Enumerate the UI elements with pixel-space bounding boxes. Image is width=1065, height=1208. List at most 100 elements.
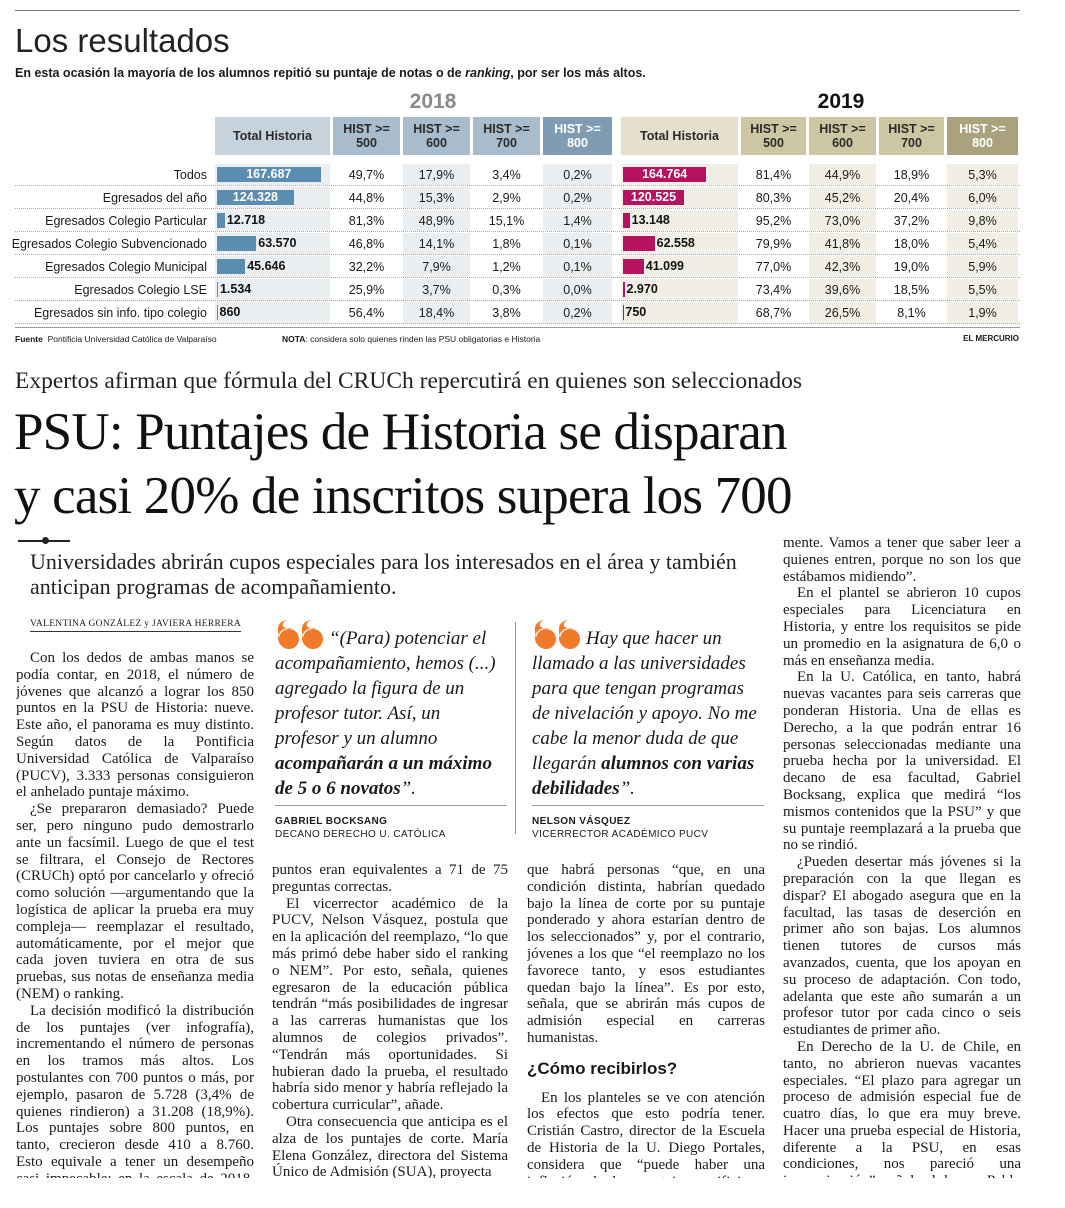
paragraph: En la U. Católica, en tanto, habrá nueva… bbox=[783, 669, 1021, 854]
pct-cell: 0,1% bbox=[543, 256, 612, 277]
column-header: HIST >= 600 bbox=[809, 117, 876, 155]
pct-cell: 1,4% bbox=[543, 210, 612, 231]
source-label: Fuente bbox=[15, 334, 43, 344]
cell-bg bbox=[215, 302, 330, 323]
pct-cell: 18,9% bbox=[879, 164, 944, 185]
pct-cell: 8,1% bbox=[879, 302, 944, 323]
bar-label: 41.099 bbox=[645, 259, 685, 273]
pct-cell: 5,4% bbox=[947, 233, 1018, 254]
pct-cell: 1,9% bbox=[947, 302, 1018, 323]
paragraph: En los planteles se ve con atención los … bbox=[527, 1089, 765, 1178]
pull-quote: “(Para) potenciar el acompañamiento, hem… bbox=[275, 626, 507, 801]
bar-label: 860 bbox=[219, 305, 241, 319]
quote-role: VICERRECTOR ACADÉMICO PUCV bbox=[532, 829, 709, 840]
column-header: HIST >= 800 bbox=[947, 117, 1018, 155]
pct-cell: 3,4% bbox=[473, 164, 540, 185]
table-rule bbox=[15, 327, 1020, 328]
row-label: Egresados Colegio LSE bbox=[74, 282, 207, 297]
pct-cell: 44,9% bbox=[809, 164, 876, 185]
quote-glyph bbox=[536, 629, 556, 649]
pct-cell: 6,0% bbox=[947, 187, 1018, 208]
quote-mark bbox=[534, 620, 580, 649]
subhead: ¿Cómo recibirlos? bbox=[527, 1058, 678, 1078]
bar-label: 12.718 bbox=[226, 213, 266, 227]
pct-cell: 95,2% bbox=[741, 210, 806, 231]
pct-cell: 1,2% bbox=[473, 256, 540, 277]
pct-cell: 19,0% bbox=[879, 256, 944, 277]
row-rule bbox=[15, 208, 1020, 209]
pct-cell: 0,2% bbox=[543, 302, 612, 323]
paragraph: ¿Pueden desertar más jóvenes si la prepa… bbox=[783, 854, 1021, 1039]
bar-label: 45.646 bbox=[247, 259, 286, 273]
pct-cell: 44,8% bbox=[333, 187, 400, 208]
paragraph: El vicerrector académico de la PUCV, Nel… bbox=[272, 895, 508, 1114]
infographic-title: Los resultados bbox=[15, 22, 230, 59]
cell-bg bbox=[621, 279, 738, 300]
pct-cell: 68,7% bbox=[741, 302, 806, 323]
pct-cell: 3,8% bbox=[473, 302, 540, 323]
paragraph: Otra consecuencia que anticipa es el alz… bbox=[272, 1113, 508, 1178]
pct-cell: 49,7% bbox=[333, 164, 400, 185]
quote-text: “(Para) potenciar el acompañamiento, hem… bbox=[275, 628, 496, 749]
pct-cell: 0,3% bbox=[473, 279, 540, 300]
quote-glyph bbox=[560, 629, 580, 649]
pct-cell: 18,5% bbox=[879, 279, 944, 300]
row-label: Egresados sin info. tipo colegio bbox=[33, 305, 207, 320]
quote-name: NELSON VÁSQUEZ bbox=[532, 816, 631, 827]
quote-mark bbox=[277, 620, 323, 649]
pct-cell: 41,8% bbox=[809, 233, 876, 254]
quote-glyph bbox=[279, 629, 299, 649]
pct-cell: 18,0% bbox=[879, 233, 944, 254]
year-label: 2019 bbox=[817, 90, 865, 113]
bar-label: 750 bbox=[625, 305, 647, 319]
infographic-subtitle: En esta ocasión la mayoría de los alumno… bbox=[15, 66, 646, 80]
bar bbox=[217, 259, 246, 274]
bar bbox=[217, 282, 218, 297]
row-label: Egresados Colegio Municipal bbox=[45, 259, 207, 274]
credit: EL MERCURIO bbox=[963, 334, 1019, 343]
bar bbox=[217, 236, 257, 251]
bar bbox=[623, 213, 630, 228]
pct-cell: 32,2% bbox=[333, 256, 400, 277]
column-header: HIST >= 500 bbox=[333, 117, 400, 155]
paragraph: mente. Vamos a tener que saber leer a qu… bbox=[783, 535, 1021, 585]
bar-label: 124.328 bbox=[232, 190, 278, 204]
quote-glyph bbox=[558, 620, 580, 649]
source: Fuente Pontificia Universidad Católica d… bbox=[15, 334, 217, 344]
paragraph: En Derecho de la U. de Chile, en tanto, … bbox=[783, 1038, 1021, 1178]
cell-bg bbox=[215, 210, 330, 231]
row-label: Egresados del año bbox=[102, 190, 207, 205]
quote-glyph bbox=[277, 620, 299, 649]
bar bbox=[217, 305, 218, 320]
bar-label: 63.570 bbox=[258, 236, 297, 250]
note: NOTA: considera solo quienes rinden las … bbox=[282, 334, 540, 344]
pct-cell: 2,9% bbox=[473, 187, 540, 208]
pct-cell: 20,4% bbox=[879, 187, 944, 208]
bar bbox=[217, 213, 225, 228]
pct-cell: 79,9% bbox=[741, 233, 806, 254]
cell-bg bbox=[621, 302, 738, 323]
quote-text: ”. bbox=[619, 778, 635, 799]
pull-quote: Hay que hacer un llamado a las universid… bbox=[532, 626, 764, 801]
bar bbox=[217, 190, 294, 205]
pct-cell: 5,9% bbox=[947, 256, 1018, 277]
pct-cell: 0,0% bbox=[543, 279, 612, 300]
quote-role: DECANO DERECHO U. CATÓLICA bbox=[275, 829, 446, 840]
column-header: HIST >= 700 bbox=[473, 117, 540, 155]
column-header: HIST >= 600 bbox=[403, 117, 470, 155]
bar bbox=[623, 236, 655, 251]
bar-label: 164.764 bbox=[642, 167, 688, 181]
cell-bg bbox=[621, 256, 738, 277]
row-label: Egresados Colegio Subvencionado bbox=[11, 236, 207, 251]
bar-label: 120.525 bbox=[630, 190, 677, 204]
source-text: Pontificia Universidad Católica de Valpa… bbox=[47, 334, 217, 344]
pct-cell: 1,8% bbox=[473, 233, 540, 254]
pct-cell: 46,8% bbox=[333, 233, 400, 254]
bar bbox=[623, 259, 644, 274]
quote-glyph bbox=[534, 620, 556, 649]
pct-cell: 5,5% bbox=[947, 279, 1018, 300]
pct-cell: 15,3% bbox=[403, 187, 470, 208]
note-text: : considera solo quienes rinden las PSU … bbox=[305, 334, 541, 344]
quote-text: ”. bbox=[400, 778, 416, 799]
year-label: 2018 bbox=[409, 90, 457, 113]
